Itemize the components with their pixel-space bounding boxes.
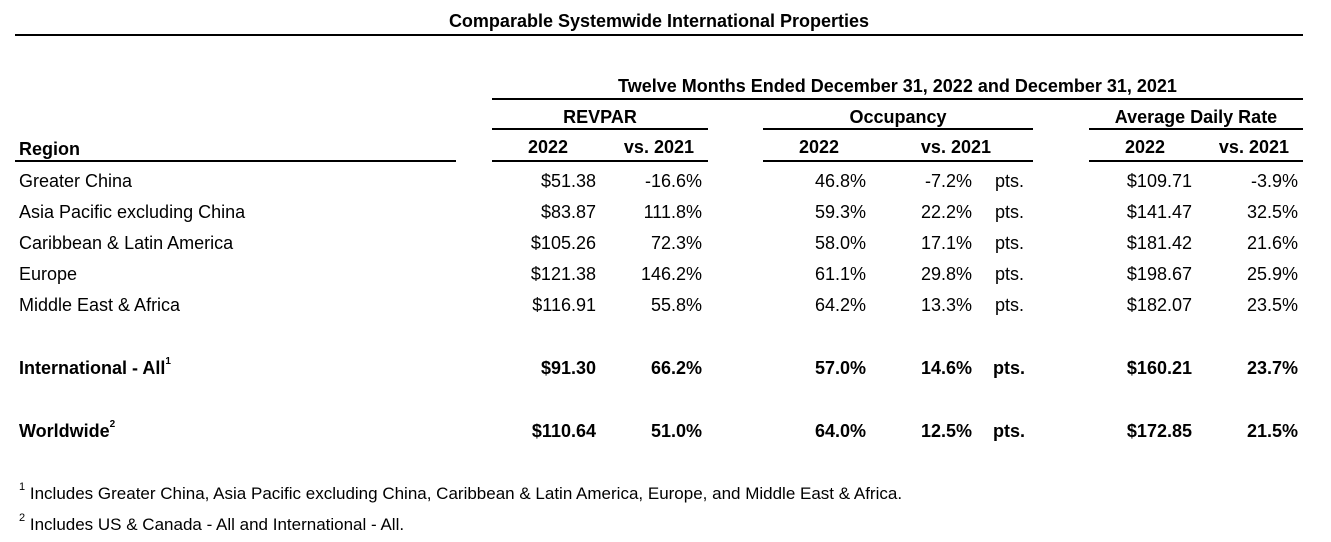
col-occ-rule [763,160,1033,162]
region-cell: Worldwide2 [19,419,116,442]
occupancy-change-cell: 12.5% [920,421,972,441]
footnote-text: Includes US & Canada - All and Internati… [29,515,405,534]
footnote-mark: 2 [109,419,116,430]
group-revpar: REVPAR [563,107,637,127]
revpar-change-cell: 146.2% [640,264,702,284]
revpar-cell: $51.38 [540,171,596,191]
pts-label: pts. [995,233,1025,253]
col-revpar-vs: vs. 2021 [623,137,694,157]
col-revpar-2022: 2022 [527,137,568,157]
region-cell: Caribbean & Latin America [19,233,234,253]
adr-cell: $109.71 [1126,171,1192,191]
adr-cell: $182.07 [1126,295,1192,315]
occupancy-change-cell: 17.1% [920,233,972,253]
occupancy-change-cell: -7.2% [924,171,972,191]
pts-label: pts. [995,171,1025,191]
revpar-cell: $91.30 [540,358,596,378]
revpar-cell: $83.87 [540,202,596,222]
revpar-change-cell: 51.0% [650,421,702,441]
page-title: Comparable Systemwide International Prop… [448,11,870,31]
col-occ-vs: vs. 2021 [920,137,991,157]
revpar-change-cell: 55.8% [650,295,702,315]
adr-change-cell: -3.9% [1250,171,1298,191]
footnote: 2 Includes US & Canada - All and Interna… [19,512,405,535]
footnote: 1 Includes Greater China, Asia Pacific e… [19,481,903,504]
revpar-cell: $116.91 [532,295,596,315]
period-header: Twelve Months Ended December 31, 2022 an… [618,76,1177,96]
col-adr-2022: 2022 [1124,137,1165,157]
occupancy-cell: 58.0% [814,233,866,253]
col-revpar-rule [492,160,708,162]
region-cell: Greater China [19,171,133,191]
adr-cell: $198.67 [1126,264,1192,284]
revpar-cell: $105.26 [530,233,596,253]
adr-change-cell: 21.5% [1246,421,1298,441]
group-adr-rule [1089,128,1303,130]
region-cell: Europe [19,264,78,284]
col-adr-rule [1089,160,1303,162]
pts-label: pts. [995,202,1025,222]
adr-change-cell: 23.5% [1246,295,1298,315]
occupancy-cell: 59.3% [814,202,866,222]
adr-change-cell: 32.5% [1246,202,1298,222]
pts-label: pts. [995,295,1025,315]
region-cell: Asia Pacific excluding China [19,202,246,222]
pts-label: pts. [993,421,1026,441]
occupancy-cell: 64.0% [814,421,866,441]
adr-cell: $160.21 [1126,358,1192,378]
revpar-change-cell: 72.3% [650,233,702,253]
group-adr: Average Daily Rate [1114,107,1278,127]
adr-cell: $172.85 [1126,421,1192,441]
col-region: Region [19,139,80,159]
footnote-mark: 1 [19,481,26,493]
pts-label: pts. [993,358,1026,378]
occupancy-change-cell: 29.8% [920,264,972,284]
adr-cell: $141.47 [1126,202,1192,222]
group-occupancy: Occupancy [849,107,947,127]
pts-label: pts. [995,264,1025,284]
revpar-change-cell: -16.6% [644,171,702,191]
revpar-change-cell: 111.8% [643,202,702,222]
region-name: Worldwide [19,421,110,441]
title-rule [15,34,1303,36]
occupancy-cell: 46.8% [814,171,866,191]
adr-change-cell: 23.7% [1246,358,1298,378]
occupancy-change-cell: 14.6% [920,358,972,378]
adr-change-cell: 21.6% [1246,233,1298,253]
adr-cell: $181.42 [1126,233,1192,253]
revpar-change-cell: 66.2% [650,358,702,378]
occupancy-cell: 64.2% [814,295,866,315]
occupancy-cell: 61.1% [814,264,866,284]
occupancy-change-cell: 22.2% [920,202,972,222]
adr-change-cell: 25.9% [1246,264,1298,284]
region-cell: International - All1 [19,356,171,379]
group-occupancy-rule [763,128,1033,130]
occupancy-change-cell: 13.3% [920,295,972,315]
region-cell: Middle East & Africa [19,295,181,315]
footnote-mark: 2 [19,512,26,524]
region-name: International - All [19,358,166,378]
col-region-rule [15,160,456,162]
revpar-cell: $110.64 [531,421,596,441]
revpar-cell: $121.38 [530,264,596,284]
group-revpar-rule [492,128,708,130]
occupancy-cell: 57.0% [814,358,866,378]
col-occ-2022: 2022 [798,137,839,157]
footnote-text: Includes Greater China, Asia Pacific exc… [29,484,903,503]
footnote-mark: 1 [165,356,171,367]
col-adr-vs: vs. 2021 [1218,137,1289,157]
period-rule [492,98,1303,100]
